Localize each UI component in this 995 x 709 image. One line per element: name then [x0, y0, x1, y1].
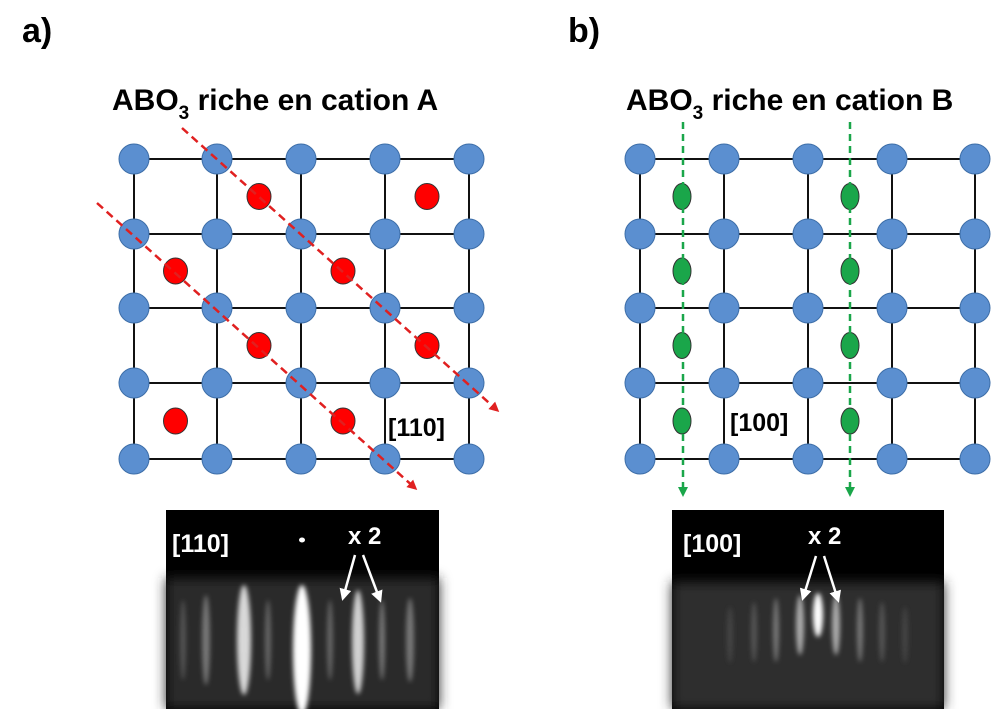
lattice-atom: [201, 218, 233, 250]
rheed-b-haze: [672, 582, 944, 709]
panel-b-title-text: riche en cation B: [703, 84, 953, 117]
rheed-b-label: [100]: [683, 530, 741, 558]
lattice-atom: [959, 443, 991, 475]
cation-a-atom: [414, 332, 440, 359]
lattice-atom: [708, 443, 740, 475]
lattice-atom: [792, 292, 824, 324]
lattice-atom: [201, 367, 233, 399]
panel-b-direction-label: [100]: [730, 409, 788, 437]
lattice-atom: [453, 443, 485, 475]
lattice-atom: [876, 143, 908, 175]
cation-a-atom: [163, 257, 188, 285]
lattice-atom: [876, 292, 908, 324]
rheed-b-arrow-left: [799, 555, 818, 601]
lattice-atom: [201, 292, 233, 324]
panel-a-title: ABO3 riche en cation A: [112, 84, 438, 124]
rheed-pattern-b: [100] x 2: [672, 510, 944, 709]
lattice-atom: [453, 292, 485, 324]
lattice-atom: [792, 218, 824, 250]
lattice-atom: [959, 143, 991, 175]
lattice-atom: [876, 218, 908, 250]
lattice-atom: [118, 143, 150, 175]
panel-a-title-formula: ABO: [112, 84, 179, 117]
lattice-atom: [624, 292, 656, 324]
panel-b-title-subscript: 3: [693, 103, 704, 124]
lattice-atom: [453, 218, 485, 250]
lattice-atom: [708, 218, 740, 250]
arrows-a: [96, 127, 500, 491]
lattice-atom: [118, 443, 150, 475]
lattice-atom: [369, 292, 401, 324]
lattice-atom: [624, 443, 656, 475]
rheed-pattern-a: [110] x 2: [166, 510, 439, 709]
panel-a-letter: a): [22, 12, 52, 50]
cation-a-atom: [246, 183, 272, 210]
lattice-atom: [369, 143, 401, 175]
panel-b-letter: b): [568, 12, 600, 50]
lattice-atom: [624, 367, 656, 399]
lattice-atom: [369, 218, 401, 250]
lattice-atom: [285, 143, 317, 175]
rheed-b-multiplier: x 2: [808, 523, 841, 550]
lattice-atom: [118, 292, 150, 324]
panel-b-title-formula: ABO: [626, 84, 693, 117]
lattice-atom: [959, 367, 991, 399]
lattice-atom: [792, 367, 824, 399]
rheed-b-arrow-right: [822, 555, 841, 603]
lattice-atom: [285, 443, 317, 475]
panel-a-title-text: riche en cation A: [189, 84, 438, 117]
lattice-atom: [118, 367, 150, 399]
rheed-a-streaks: [180, 585, 414, 709]
lattice-atom: [624, 218, 656, 250]
lattice-b: [624, 143, 991, 475]
lattice-atom: [453, 143, 485, 175]
cation-a-atom: [330, 407, 356, 435]
panel-a-direction-label: [110]: [388, 414, 445, 442]
lattice-atom: [708, 143, 740, 175]
lattice-atom: [369, 367, 401, 399]
lattice-atom: [792, 443, 824, 475]
lattice-atom: [708, 292, 740, 324]
cation-a-atom: [414, 183, 440, 210]
panel-b-title: ABO3 riche en cation B: [626, 84, 953, 124]
lattice-atom: [959, 292, 991, 324]
lattice-atom: [792, 143, 824, 175]
lattice-atom: [624, 143, 656, 175]
lattice-atom: [959, 218, 991, 250]
lattice-atom: [876, 367, 908, 399]
lattice-atom: [453, 367, 485, 399]
panel-a-title-subscript: 3: [179, 103, 190, 124]
lattice-atom: [118, 218, 150, 250]
arrows-b: [678, 122, 855, 497]
rheed-a-arrow-right: [361, 554, 383, 603]
rheed-b-streaks: [727, 593, 908, 663]
direction-110-arrow-2: [96, 202, 418, 491]
lattice-atom: [285, 367, 317, 399]
lattice-atom: [876, 443, 908, 475]
lattice-atom: [201, 443, 233, 475]
rheed-a-arrow-left: [339, 554, 357, 601]
direction-110-arrow-1: [181, 127, 500, 413]
cation-a-atom: [163, 407, 188, 435]
rheed-a-multiplier: x 2: [348, 523, 381, 550]
lattice-a: [118, 143, 485, 475]
lattice-atom: [708, 367, 740, 399]
lattice-atom: [285, 292, 317, 324]
rheed-a-spot: [299, 537, 305, 543]
lattice-atom: [369, 443, 401, 475]
rheed-a-label: [110]: [172, 530, 229, 558]
